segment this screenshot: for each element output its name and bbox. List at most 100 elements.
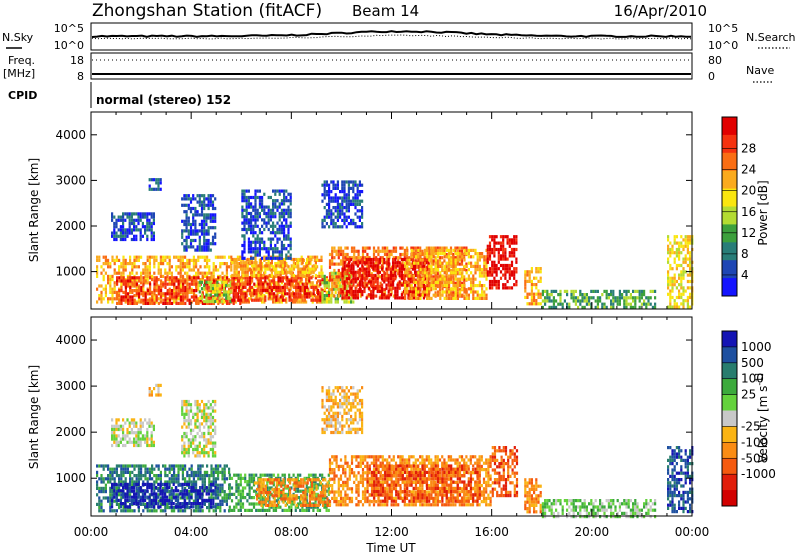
power-echo-cell <box>214 232 217 236</box>
power-echo-cell <box>478 252 481 256</box>
power-echo-cell <box>430 264 433 268</box>
power-echo-cell <box>333 278 336 282</box>
power-echo-cell <box>208 285 211 289</box>
power-echo-cell <box>244 276 247 280</box>
power-echo-cell <box>460 252 464 257</box>
power-echo-cell <box>539 295 542 299</box>
power-echo-cell <box>385 283 388 287</box>
power-echo-cell <box>245 195 248 200</box>
power-echo-cell <box>308 257 311 262</box>
power-echo-cell <box>153 187 156 191</box>
power-echo-cell <box>559 296 562 300</box>
power-echo-cell <box>459 271 462 275</box>
power-echo-cell <box>410 252 413 256</box>
power-echo-cell <box>135 225 138 229</box>
power-echo-cell <box>381 283 384 287</box>
power-echo-cell <box>184 255 187 259</box>
power-echo-cell <box>481 296 484 300</box>
velocity-echo-cell <box>164 480 167 484</box>
power-echo-cell <box>113 221 116 226</box>
power-echo-cell <box>195 298 198 302</box>
power-echo-cell <box>491 247 494 252</box>
power-echo-cell <box>321 271 324 275</box>
power-echo-cell <box>387 277 390 281</box>
power-echo-cell <box>345 277 348 281</box>
power-echo-cell <box>160 282 163 286</box>
power-echo-cell <box>581 305 584 309</box>
power-echo-cell <box>350 257 353 262</box>
power-echo-cell <box>675 305 678 309</box>
power-echo-cell <box>472 296 475 300</box>
power-echo-cell <box>234 289 237 293</box>
power-echo-cell <box>111 215 114 219</box>
power-echo-cell <box>272 215 275 219</box>
power-echo-cell <box>211 242 215 246</box>
power-echo-cell <box>168 298 171 302</box>
power-echo-cell <box>625 299 628 303</box>
power-echo-cell <box>454 252 457 256</box>
power-echo-cell <box>368 246 371 250</box>
power-echo-cell <box>456 294 459 298</box>
power-echo-cell <box>357 288 360 292</box>
power-echo-cell <box>189 226 193 230</box>
power-echo-cell <box>206 255 209 259</box>
power-echo-cell <box>392 246 395 250</box>
power-echo-cell <box>140 300 143 304</box>
power-echo-cell <box>187 206 190 211</box>
power-echo-cell <box>314 264 317 268</box>
power-echo-cell <box>450 271 453 275</box>
power-echo-cell <box>423 280 426 284</box>
power-echo-cell <box>356 202 359 206</box>
power-ytick-label: 4000 <box>55 128 86 142</box>
power-echo-cell <box>331 275 334 279</box>
power-echo-cell <box>240 261 243 265</box>
power-echo-cell <box>200 293 204 297</box>
power-echo-cell <box>364 256 367 260</box>
power-echo-cell <box>276 231 279 235</box>
power-echo-cell <box>632 305 635 309</box>
power-echo-cell <box>448 284 451 288</box>
power-echo-cell <box>122 234 125 238</box>
power-echo-cell <box>539 292 542 296</box>
power-echo-cell <box>345 300 348 304</box>
power-echo-cell <box>268 267 271 271</box>
power-echo-cell <box>159 258 162 262</box>
power-echo-cell <box>258 243 261 248</box>
power-echo-cell <box>207 213 210 217</box>
power-echo-cell <box>280 253 283 257</box>
power-echo-cell <box>128 228 131 232</box>
power-echo-cell <box>309 255 312 259</box>
power-echo-cell <box>671 305 674 309</box>
power-echo-cell <box>392 261 395 265</box>
power-echo-cell <box>258 202 261 206</box>
power-echo-cell <box>367 293 370 297</box>
power-echo-cell <box>252 208 255 212</box>
power-echo-cell <box>367 267 370 271</box>
power-echo-cell <box>357 262 360 266</box>
power-echo-cell <box>345 293 348 297</box>
power-echo-cell <box>339 288 343 292</box>
power-echo-cell <box>211 299 215 304</box>
power-echo-cell <box>374 267 377 271</box>
power-echo-cell <box>258 250 261 254</box>
power-echo-cell <box>366 256 369 260</box>
power-echo-cell <box>336 281 339 285</box>
power-echo-cell <box>119 234 122 238</box>
power-echo-cell <box>420 261 423 265</box>
power-echo-cell <box>463 294 466 298</box>
power-echo-cell <box>205 280 208 284</box>
velocity-echo-cell <box>153 490 156 494</box>
power-echo-cell <box>253 270 256 274</box>
power-echo-cell <box>274 300 277 304</box>
power-echo-cell <box>386 275 389 279</box>
velocity-echo-cell <box>107 467 110 471</box>
power-echo-cell <box>194 206 197 211</box>
power-echo-cell <box>301 257 304 262</box>
power-echo-cell <box>146 292 149 296</box>
power-echo-cell <box>439 264 442 268</box>
power-echo-cell <box>331 288 334 292</box>
power-echo-cell <box>445 296 448 300</box>
power-echo-cell <box>323 180 326 184</box>
power-echo-cell <box>285 256 288 260</box>
power-echo-cell <box>299 279 302 283</box>
